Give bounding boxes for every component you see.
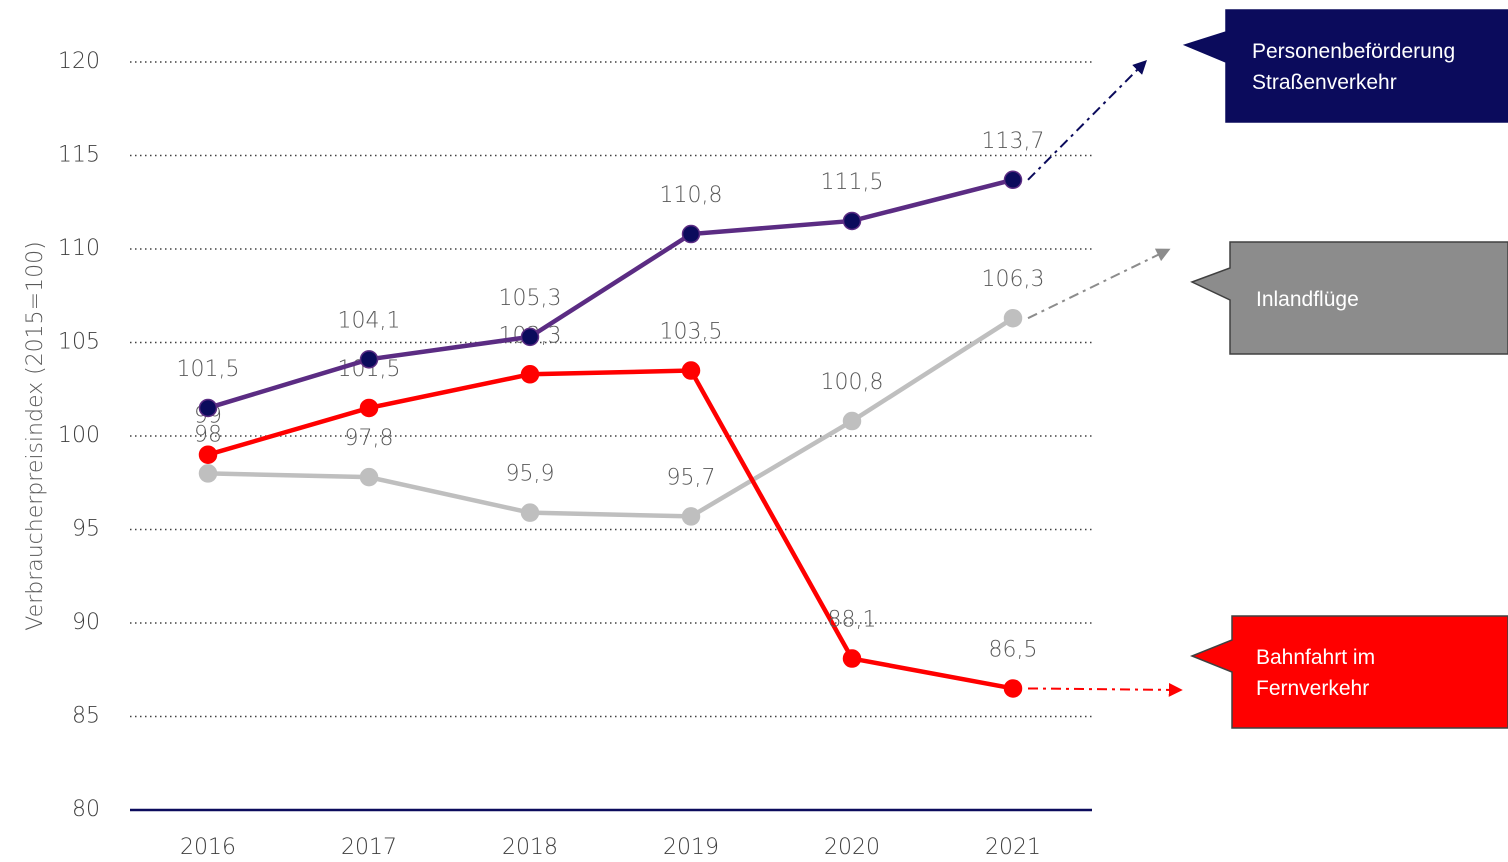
x-tick-label: 2018	[502, 835, 558, 860]
data-label: 103,5	[660, 320, 723, 345]
data-point	[359, 398, 379, 418]
data-point	[842, 211, 862, 231]
data-label: 97,8	[345, 426, 394, 451]
data-label: 106,3	[982, 267, 1045, 292]
legend-label: Inlandflüge	[1256, 288, 1359, 311]
y-tick-label: 95	[72, 517, 100, 542]
data-point	[1003, 679, 1023, 698]
data-point	[198, 464, 218, 483]
data-point	[198, 445, 218, 464]
data-point	[681, 224, 701, 244]
data-label: 104,1	[338, 308, 401, 333]
y-tick-label: 120	[58, 49, 100, 74]
x-tick-label: 2016	[180, 835, 236, 860]
series-line	[207, 316, 1015, 519]
data-label: 110,8	[660, 183, 723, 208]
x-tick-label: 2020	[824, 835, 880, 860]
trend-arrow	[1027, 682, 1183, 697]
data-point	[198, 398, 218, 418]
data-point	[520, 365, 540, 384]
legend-box	[1190, 241, 1508, 355]
y-tick-label: 105	[58, 330, 100, 355]
data-point	[520, 503, 540, 522]
trend-arrow	[1027, 248, 1171, 320]
legend-box	[1189, 615, 1508, 729]
data-label: 88,1	[828, 608, 877, 633]
series-line	[207, 177, 1014, 411]
data-label: 100,8	[821, 370, 884, 395]
data-label: 95,7	[667, 465, 716, 490]
y-tick-label: 85	[72, 704, 100, 729]
legend-box	[1182, 9, 1508, 123]
series-line	[207, 368, 1014, 691]
data-point	[842, 411, 862, 431]
trend-arrow	[1027, 60, 1147, 181]
data-point	[359, 467, 379, 487]
y-tick-label: 80	[72, 797, 100, 822]
data-point	[1003, 170, 1023, 190]
data-point	[681, 507, 701, 526]
data-label: 105,3	[499, 286, 562, 311]
y-tick-label: 100	[58, 423, 100, 448]
y-tick-label: 110	[58, 236, 100, 261]
data-label: 111,5	[821, 170, 884, 195]
x-tick-label: 2019	[663, 835, 719, 860]
x-tick-label: 2021	[985, 835, 1041, 860]
legend-label: Bahnfahrt im Fernverkehr	[1256, 646, 1376, 700]
y-tick-label: 115	[58, 143, 100, 168]
data-point	[359, 350, 379, 369]
data-label: 101,5	[177, 357, 240, 382]
data-label: 98	[194, 422, 222, 447]
data-label: 113,7	[982, 129, 1045, 154]
data-point	[1003, 308, 1023, 328]
y-axis-label: Verbraucherpreisindex (2015=100)	[23, 241, 48, 630]
data-label: 95,9	[506, 462, 555, 487]
data-label: 86,5	[989, 637, 1038, 662]
data-point	[681, 361, 701, 380]
y-tick-label: 90	[72, 610, 100, 635]
legend-label: Personenbeförderung Straßenverkehr	[1252, 40, 1456, 94]
data-point	[520, 327, 540, 347]
data-point	[842, 649, 862, 668]
x-tick-label: 2017	[341, 835, 397, 860]
